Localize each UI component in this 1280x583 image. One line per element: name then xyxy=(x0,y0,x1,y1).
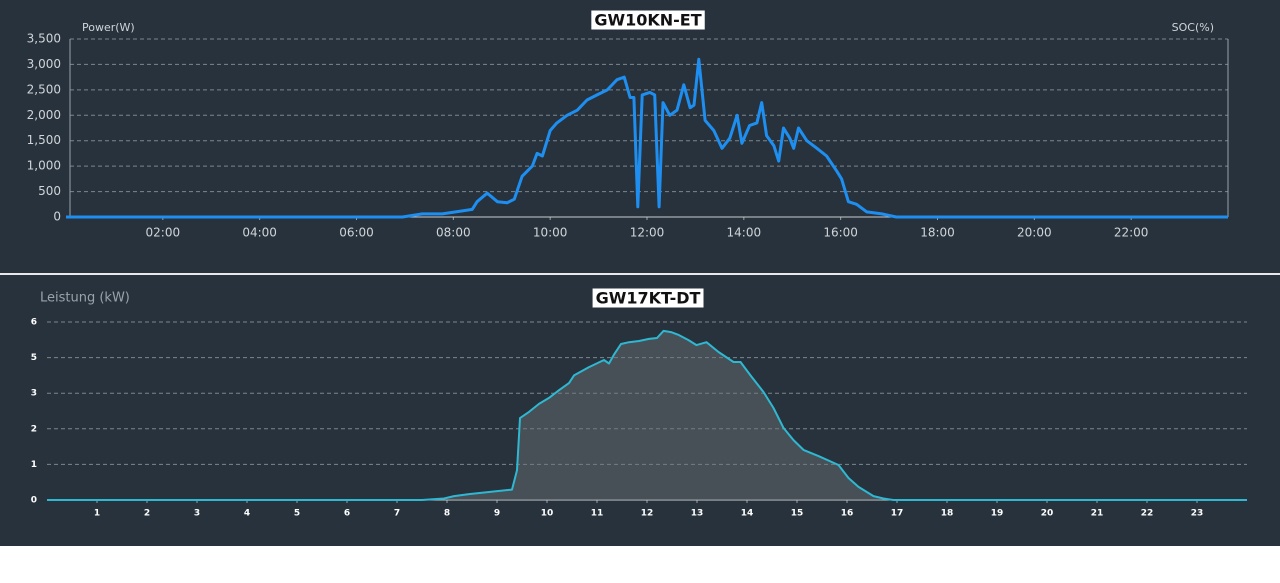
x-tick-label: 20:00 xyxy=(1017,226,1052,240)
x-tick-label: 18 xyxy=(941,509,954,519)
y-tick-label: 2,000 xyxy=(27,108,61,122)
x-tick-label: 19 xyxy=(991,509,1004,519)
x-tick-label: 02:00 xyxy=(146,226,181,240)
x-tick-label: 13 xyxy=(691,509,704,519)
y-tick-label: 3 xyxy=(31,389,37,399)
x-tick-label: 2 xyxy=(144,509,150,519)
power-line xyxy=(47,329,1247,501)
title-box xyxy=(592,288,704,308)
x-tick-label: 06:00 xyxy=(339,226,374,240)
y-tick-label: 0 xyxy=(53,210,61,224)
x-tick-label: 14:00 xyxy=(727,226,762,240)
x-tick-label: 04:00 xyxy=(242,226,277,240)
y-tick-label: 3,000 xyxy=(27,57,61,71)
y-axis-label: Leistung (kW) xyxy=(40,291,130,306)
chart-title: GW17KT-DT xyxy=(596,289,701,308)
x-tick-label: 5 xyxy=(294,509,300,519)
y2-axis-label: SOC(%) xyxy=(1172,21,1214,34)
power-line xyxy=(66,57,1228,219)
y-tick-label: 3,500 xyxy=(27,32,61,46)
x-tick-label: 16 xyxy=(841,509,854,519)
x-tick-label: 12:00 xyxy=(630,226,665,240)
x-tick-label: 08:00 xyxy=(436,226,471,240)
x-tick-label: 22:00 xyxy=(1114,226,1149,240)
x-tick-label: 4 xyxy=(244,509,250,519)
title-box xyxy=(591,10,705,30)
y-tick-label: 1,500 xyxy=(27,133,61,147)
x-tick-label: 15 xyxy=(791,509,804,519)
y-tick-label: 500 xyxy=(38,184,61,198)
x-tick-label: 9 xyxy=(494,509,500,519)
x-tick-label: 1 xyxy=(94,509,100,519)
x-tick-label: 12 xyxy=(641,509,654,519)
x-tick-label: 6 xyxy=(344,509,350,519)
x-tick-label: 22 xyxy=(1141,509,1154,519)
x-tick-label: 21 xyxy=(1091,509,1104,519)
x-tick-label: 3 xyxy=(194,509,200,519)
x-tick-label: 16:00 xyxy=(823,226,858,240)
y-tick-label: 1 xyxy=(31,460,37,470)
x-tick-label: 20 xyxy=(1041,509,1054,519)
power-area xyxy=(47,330,1247,500)
y-tick-label: 5 xyxy=(31,353,37,363)
y-tick-label: 2 xyxy=(31,424,37,434)
x-tick-label: 10 xyxy=(541,509,554,519)
x-tick-label: 11 xyxy=(591,509,604,519)
y-tick-label: 0 xyxy=(31,496,37,506)
y-axis-label: Power(W) xyxy=(82,21,135,34)
x-tick-label: 18:00 xyxy=(920,226,955,240)
chart-title: GW10KN-ET xyxy=(594,11,701,30)
x-tick-label: 17 xyxy=(891,509,904,519)
y-tick-label: 2,500 xyxy=(27,82,61,96)
y-tick-label: 1,000 xyxy=(27,159,61,173)
x-tick-label: 14 xyxy=(741,509,754,519)
x-tick-label: 23 xyxy=(1191,509,1204,519)
x-tick-label: 7 xyxy=(394,509,400,519)
x-tick-label: 10:00 xyxy=(533,226,568,240)
y-tick-label: 6 xyxy=(31,318,37,328)
x-tick-label: 8 xyxy=(444,509,450,519)
